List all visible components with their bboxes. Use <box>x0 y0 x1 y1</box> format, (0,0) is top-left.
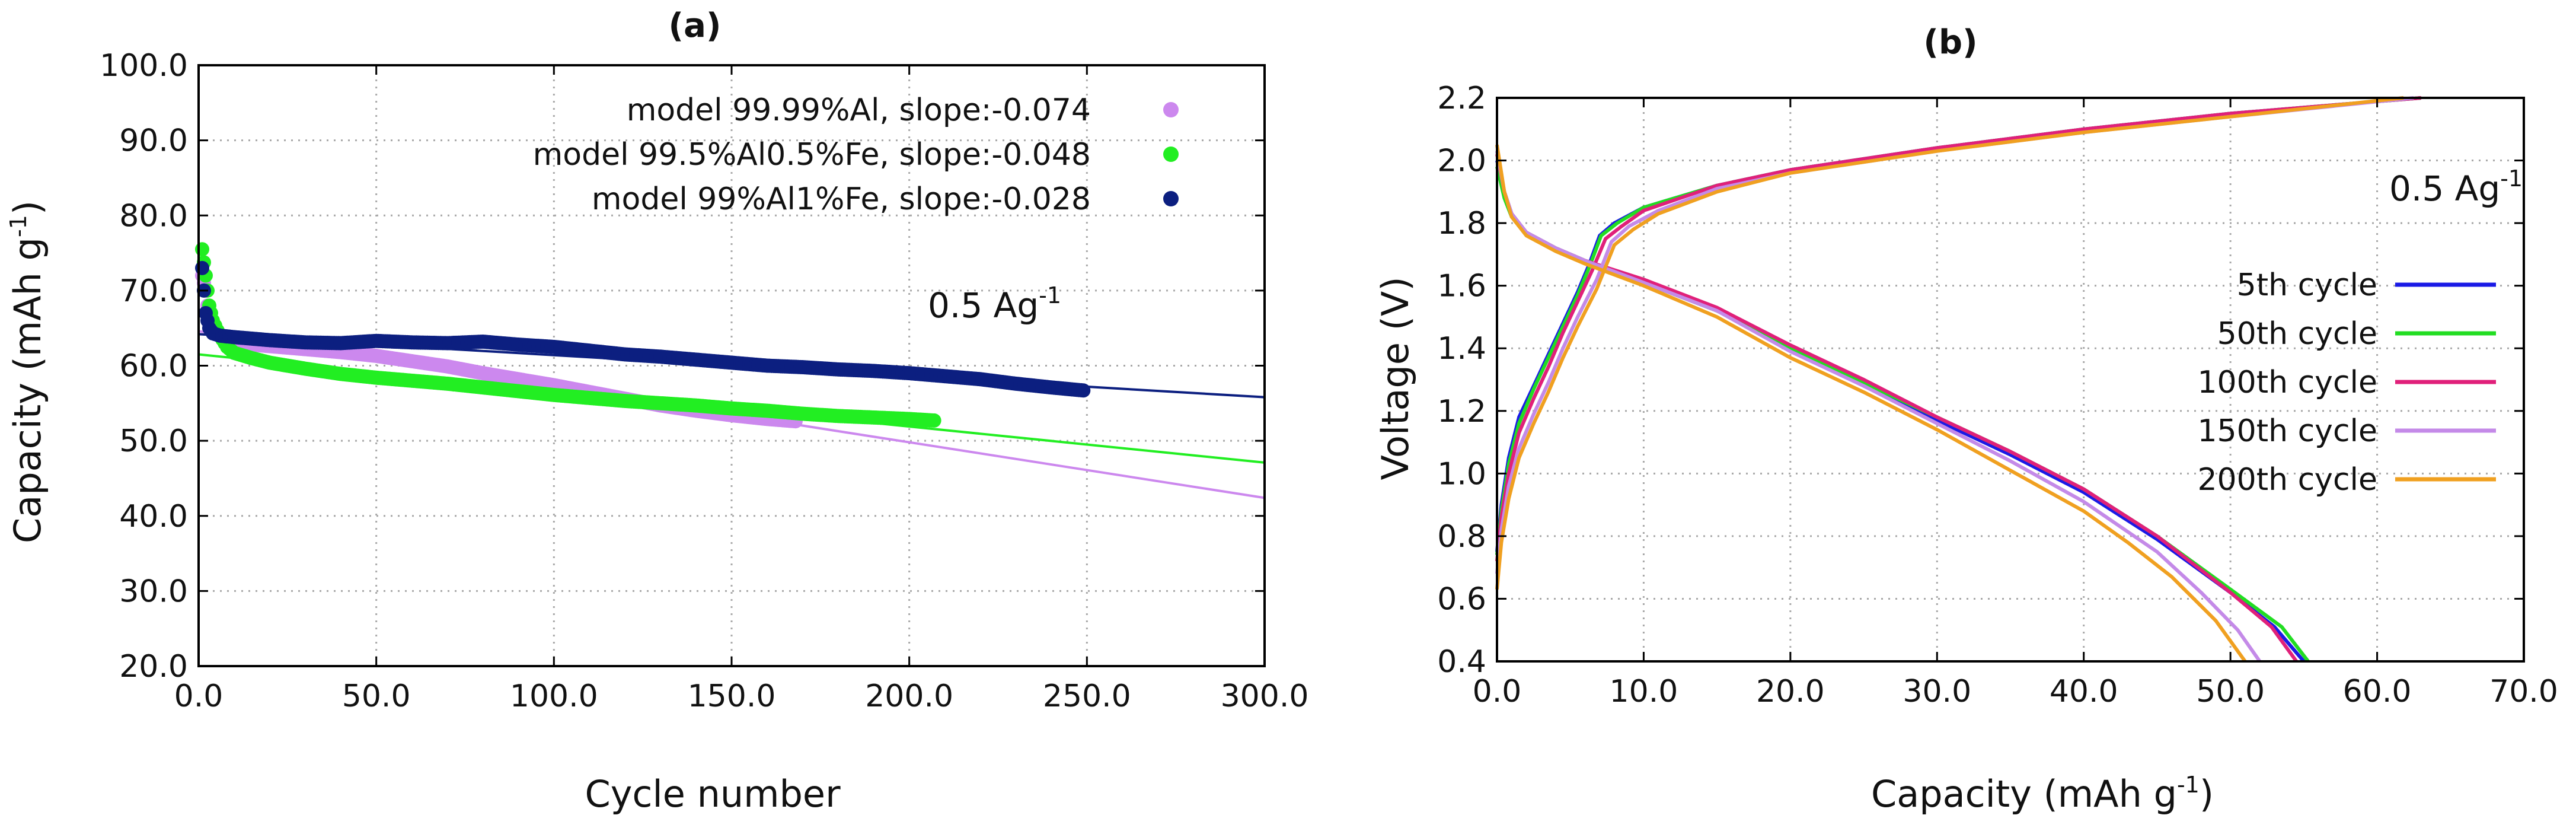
legend-label-5: 200th cycle <box>2197 462 2377 498</box>
b-x-tick-label: 30.0 <box>1903 674 1971 709</box>
data-point <box>927 413 941 428</box>
b-y-tick-label: 1.2 <box>1437 394 1486 429</box>
curve-5-charge <box>1495 96 2404 590</box>
panel-b-x-axis-label-suffix: ) <box>2200 772 2214 816</box>
a-x-tick-label: 100.0 <box>510 679 598 714</box>
legend-label-2: model 99.5%Al0.5%Fe, slope:-0.048 <box>533 137 1091 173</box>
b-x-tick-label: 0.0 <box>1473 674 1522 709</box>
a-y-tick-label: 100.0 <box>100 48 188 84</box>
b-y-tick-label: 1.0 <box>1437 456 1486 492</box>
panel-a-rate-annotation-text: 0.5 Ag <box>928 285 1039 326</box>
legend-label-1: 5th cycle <box>2237 268 2377 303</box>
a-x-tick-label: 300.0 <box>1221 679 1309 714</box>
b-y-tick-label: 2.0 <box>1437 144 1486 179</box>
curve-5-discharge <box>1495 144 2247 663</box>
b-y-tick-label: 2.2 <box>1437 81 1486 116</box>
b-x-tick-label: 60.0 <box>2343 674 2412 709</box>
a-x-tick-label: 0.0 <box>174 679 224 714</box>
legend-label-3: model 99%Al1%Fe, slope:-0.028 <box>592 182 1091 217</box>
b-x-tick-label: 70.0 <box>2489 674 2558 709</box>
panel-a-y-axis-label: Capacity (mAh g-1) <box>5 200 49 543</box>
data-point <box>194 242 209 257</box>
data-point <box>1076 383 1091 398</box>
a-y-tick-label: 80.0 <box>119 198 188 234</box>
data-point <box>194 260 209 275</box>
panel-b-x-axis-label-sup: -1 <box>2177 772 2200 798</box>
a-x-tick-label: 50.0 <box>342 679 411 714</box>
panel-a-y-axis-label-suffix: ) <box>6 200 49 215</box>
panel-a-legend: model 99.99%Al, slope:-0.074 model 99.5%A… <box>533 93 1179 217</box>
a-y-tick-label: 30.0 <box>119 574 188 609</box>
legend-marker-3 <box>1163 191 1179 206</box>
panel-b-plot-frame <box>1496 97 2525 663</box>
legend-label-3: 100th cycle <box>2197 365 2377 400</box>
b-y-tick-label: 1.6 <box>1437 269 1486 304</box>
panel-b-ticks: 0.0 10.0 20.0 30.0 40.0 50.0 60.0 70.0 0.4 0.6 0.8… <box>1437 81 2558 709</box>
b-y-tick-label: 0.4 <box>1437 644 1486 680</box>
panel-a-title: (a) <box>669 7 722 45</box>
series-3-markers <box>194 260 1091 398</box>
a-y-tick-label: 90.0 <box>119 123 188 159</box>
legend-label-4: 150th cycle <box>2197 413 2377 449</box>
panel-b-title: (b) <box>1923 23 1977 62</box>
legend-marker-1 <box>1163 102 1179 117</box>
panel-b-x-axis-label-main: Capacity (mAh g <box>1871 772 2177 816</box>
a-y-tick-label: 50.0 <box>119 424 188 459</box>
legend-label-1: model 99.99%Al, slope:-0.074 <box>627 93 1091 128</box>
panel-a-data-points <box>194 242 1091 429</box>
panel-b-rate-annotation-text: 0.5 Ag <box>2389 168 2500 209</box>
curve-3-charge <box>1495 96 2422 562</box>
panel-a: (a) 0.0 50.0 100.0 150.0 200.0 250.0 300.0 20.0… <box>5 7 1308 816</box>
legend-marker-2 <box>1163 147 1179 162</box>
panel-a-y-axis-label-sup: -1 <box>5 215 31 237</box>
panel-a-y-axis-label-main: Capacity (mAh g <box>6 237 49 543</box>
panel-a-ticks: 0.0 50.0 100.0 150.0 200.0 250.0 300.0 20.0 30.0… <box>100 48 1308 714</box>
a-y-tick-label: 60.0 <box>119 349 188 384</box>
panel-b-y-axis-label: Voltage (V) <box>1374 276 1417 480</box>
panel-b-x-axis-label: Capacity (mAh g-1) <box>1871 772 2214 816</box>
legend-label-2: 50th cycle <box>2217 316 2377 352</box>
a-x-tick-label: 250.0 <box>1043 679 1131 714</box>
b-y-tick-label: 1.8 <box>1437 206 1486 241</box>
curve-4-discharge <box>1495 151 2262 663</box>
a-y-tick-label: 40.0 <box>119 499 188 534</box>
b-x-tick-label: 40.0 <box>2050 674 2118 709</box>
series-2-markers <box>194 242 941 428</box>
panel-b-rate-annotation-sup: -1 <box>2500 165 2523 192</box>
b-y-tick-label: 0.6 <box>1437 581 1486 617</box>
a-x-tick-label: 200.0 <box>865 679 953 714</box>
panel-a-rate-annotation: 0.5 Ag-1 <box>928 282 1061 326</box>
a-x-tick-label: 150.0 <box>688 679 776 714</box>
b-x-tick-label: 50.0 <box>2196 674 2265 709</box>
a-y-tick-label: 20.0 <box>119 649 188 684</box>
panel-a-x-axis-label: Cycle number <box>585 772 841 816</box>
a-y-tick-label: 70.0 <box>119 273 188 309</box>
panel-b-grid <box>1497 98 2524 661</box>
b-y-tick-label: 0.8 <box>1437 519 1486 555</box>
panel-b-legend: 5th cycle 50th cycle 100th cycle 150th cycl… <box>2197 268 2496 498</box>
panel-b: (b) 0.0 10.0 20.0 30.0 40.0 50.0 60.0 70.00.40.… <box>1374 23 2558 816</box>
b-x-tick-label: 10.0 <box>1610 674 1678 709</box>
b-x-tick-label: 20.0 <box>1756 674 1825 709</box>
panel-b-rate-annotation: 0.5 Ag-1 <box>2389 165 2523 209</box>
panel-b-curves <box>1495 96 2422 663</box>
b-y-tick-label: 1.4 <box>1437 331 1486 367</box>
panel-a-rate-annotation-sup: -1 <box>1039 282 1061 308</box>
